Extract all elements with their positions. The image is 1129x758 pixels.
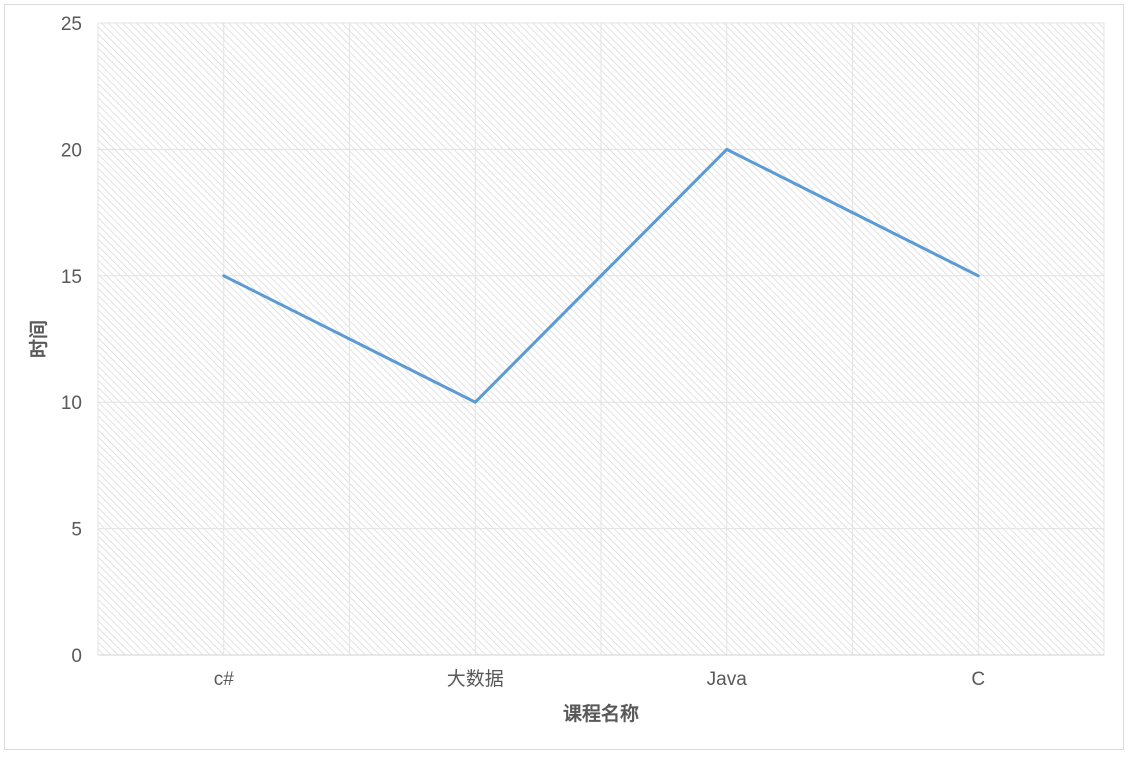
y-tick-label: 5 — [71, 520, 82, 541]
x-tick-label: Java — [707, 669, 748, 690]
series-line — [222, 147, 980, 404]
x-tick-label: C — [971, 669, 985, 690]
y-tick-label: 10 — [61, 393, 82, 414]
y-axis-title: 时间 — [28, 320, 50, 358]
y-tick-label: 25 — [61, 14, 82, 35]
series-layer — [222, 147, 980, 404]
gridlines — [97, 22, 1105, 655]
x-axis-title: 课程名称 — [563, 702, 639, 725]
x-tick-label: 大数据 — [447, 668, 504, 690]
x-tick-label: c# — [214, 669, 235, 690]
y-tick-label: 20 — [61, 140, 82, 161]
y-tick-label: 15 — [61, 267, 82, 288]
tick-labels: 0 5 10 15 20 25 c# 大数据 Java C — [61, 14, 985, 690]
y-tick-label: 0 — [71, 646, 82, 667]
